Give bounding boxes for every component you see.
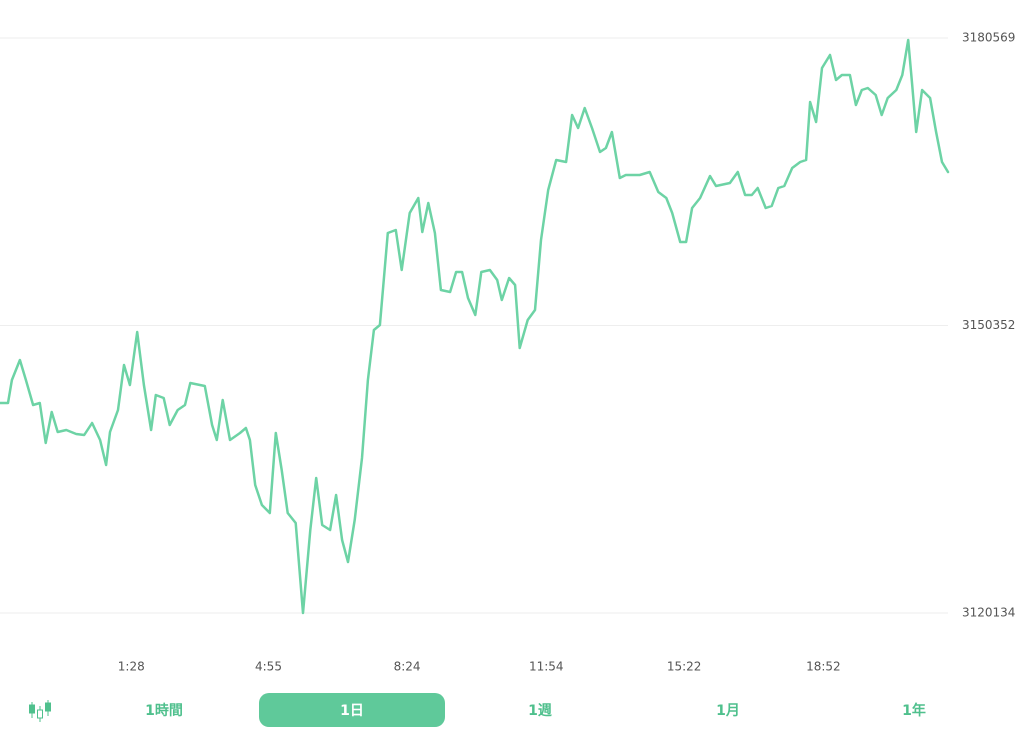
x-tick-label: 11:54 <box>529 660 564 674</box>
active-tab-background <box>259 693 445 727</box>
range-tab[interactable]: 1時間 <box>145 702 183 719</box>
icon-body <box>45 702 51 712</box>
price-line <box>0 38 950 615</box>
range-tab[interactable]: 1日 <box>259 693 445 727</box>
tab-label: 1月 <box>716 703 740 719</box>
x-tick-label: 1:28 <box>118 660 145 674</box>
tab-label: 1時間 <box>145 702 183 719</box>
x-tick-label: 8:24 <box>394 660 421 674</box>
range-tab[interactable]: 1年 <box>902 702 926 719</box>
tab-label: 1日 <box>340 703 364 719</box>
range-tab[interactable]: 1週 <box>528 703 552 719</box>
x-tick-label: 15:22 <box>667 660 702 674</box>
tab-label: 1週 <box>528 703 552 719</box>
range-tab[interactable]: 1月 <box>716 703 740 719</box>
x-tick-label: 18:52 <box>806 660 841 674</box>
y-tick-label: 3180569 <box>962 31 1015 45</box>
icon-body <box>29 704 35 714</box>
icon-body <box>37 709 43 719</box>
y-tick-label: 3150352 <box>962 318 1015 332</box>
y-tick-label: 3120134 <box>962 606 1015 620</box>
tab-label: 1年 <box>902 702 926 719</box>
chart-type-icon[interactable] <box>29 700 51 722</box>
x-tick-label: 4:55 <box>255 660 282 674</box>
